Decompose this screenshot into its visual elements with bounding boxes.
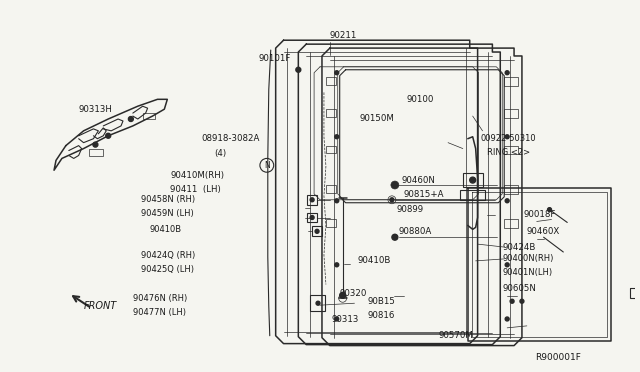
Text: 90018F: 90018F	[524, 210, 556, 219]
Text: 90400N(RH): 90400N(RH)	[502, 254, 554, 263]
Text: 90570M: 90570M	[438, 331, 473, 340]
Text: 90459N (LH): 90459N (LH)	[141, 209, 193, 218]
Circle shape	[505, 263, 509, 267]
Bar	[310, 295, 325, 311]
Bar	[88, 148, 103, 157]
Bar	[504, 145, 518, 154]
Circle shape	[505, 199, 509, 203]
Circle shape	[93, 142, 98, 147]
Text: 90313H: 90313H	[79, 105, 113, 114]
Text: 90B15: 90B15	[367, 297, 395, 306]
Text: 90320: 90320	[340, 289, 367, 298]
Text: 90460X: 90460X	[527, 227, 560, 236]
Circle shape	[296, 67, 301, 72]
Text: 90410B: 90410B	[357, 256, 391, 265]
Text: 90101F: 90101F	[259, 54, 291, 64]
Bar	[326, 145, 336, 154]
Circle shape	[505, 135, 509, 139]
Bar	[504, 77, 518, 86]
Text: 90410B: 90410B	[150, 225, 182, 234]
Bar	[326, 77, 336, 84]
Bar	[307, 195, 317, 205]
Circle shape	[316, 301, 320, 305]
Bar	[312, 227, 322, 236]
Text: R900001F: R900001F	[535, 353, 580, 362]
Circle shape	[505, 317, 509, 321]
Circle shape	[335, 317, 339, 321]
Text: 90476N (RH): 90476N (RH)	[133, 294, 187, 303]
Text: 90150M: 90150M	[360, 113, 394, 122]
Circle shape	[335, 263, 339, 267]
Text: N: N	[264, 161, 269, 170]
Text: (4): (4)	[214, 149, 227, 158]
Text: 08918-3082A: 08918-3082A	[202, 134, 260, 143]
Text: 90815+A: 90815+A	[404, 190, 444, 199]
Circle shape	[470, 177, 476, 183]
Circle shape	[505, 71, 509, 75]
Circle shape	[391, 181, 399, 189]
Bar	[326, 185, 336, 193]
Text: 90605N: 90605N	[502, 284, 536, 293]
Bar	[460, 190, 486, 200]
Text: 90460N: 90460N	[402, 176, 436, 185]
Text: 90313: 90313	[332, 315, 359, 324]
Text: RING <2>: RING <2>	[488, 148, 531, 157]
Bar	[630, 288, 640, 298]
Text: 90411  (LH): 90411 (LH)	[170, 185, 221, 195]
Text: 90410M(RH): 90410M(RH)	[170, 171, 224, 180]
Circle shape	[106, 133, 111, 138]
Bar	[326, 219, 336, 227]
Text: 90880A: 90880A	[399, 227, 432, 236]
Bar	[504, 185, 518, 194]
Text: 90425Q (LH): 90425Q (LH)	[141, 265, 194, 274]
Text: 90816: 90816	[367, 311, 395, 320]
Text: 90211: 90211	[330, 31, 357, 40]
Text: 90899: 90899	[397, 205, 424, 214]
Text: 90458N (RH): 90458N (RH)	[141, 195, 195, 204]
Circle shape	[335, 135, 339, 139]
Circle shape	[510, 299, 514, 303]
Circle shape	[392, 234, 398, 240]
Bar	[307, 212, 317, 222]
Bar	[143, 113, 154, 119]
Bar	[463, 173, 483, 187]
Circle shape	[310, 198, 314, 202]
Text: 90100: 90100	[406, 95, 434, 104]
Text: FRONT: FRONT	[84, 301, 117, 311]
Circle shape	[390, 198, 394, 202]
Bar	[326, 109, 336, 117]
Circle shape	[335, 71, 339, 75]
Circle shape	[520, 299, 524, 303]
Text: 90424Q (RH): 90424Q (RH)	[141, 251, 195, 260]
Circle shape	[548, 208, 552, 212]
Circle shape	[335, 199, 339, 203]
Text: 90401N(LH): 90401N(LH)	[502, 268, 552, 277]
Text: 90477N (LH): 90477N (LH)	[133, 308, 186, 317]
Circle shape	[315, 230, 319, 233]
Circle shape	[129, 116, 133, 122]
Circle shape	[340, 292, 346, 298]
Text: 90424B: 90424B	[502, 243, 536, 251]
Bar	[504, 109, 518, 118]
Text: 00922-50310: 00922-50310	[481, 134, 536, 143]
Circle shape	[310, 215, 314, 219]
Bar	[504, 219, 518, 228]
